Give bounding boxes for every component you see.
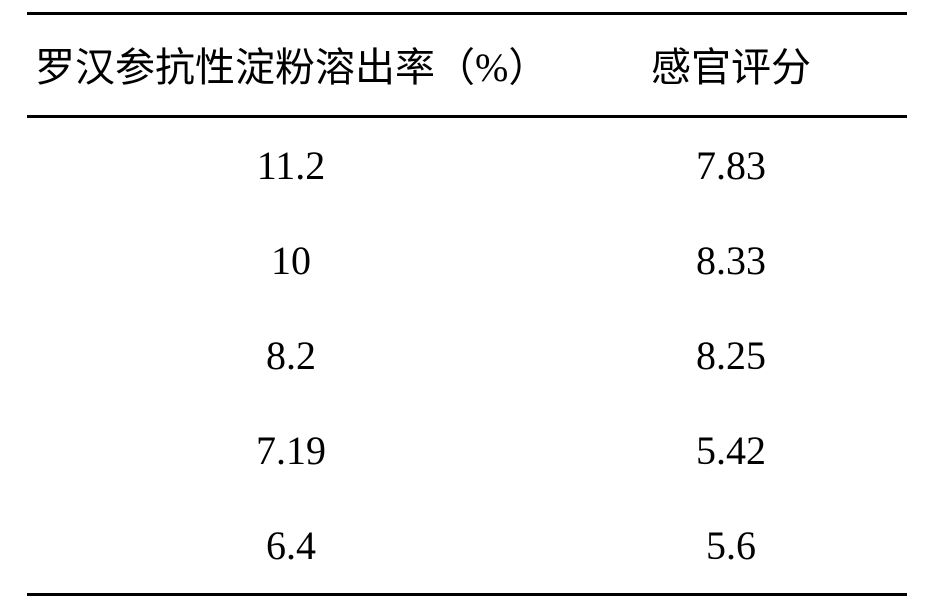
table-row: 11.2 7.83	[27, 116, 907, 213]
table-header-cell: 感官评分	[555, 13, 907, 116]
table-cell: 5.6	[555, 498, 907, 595]
table-cell: 10	[27, 213, 555, 308]
table-header-cell: 罗汉参抗性淀粉溶出率（%）	[27, 13, 555, 116]
table-row: 10 8.33	[27, 213, 907, 308]
data-table: 罗汉参抗性淀粉溶出率（%） 感官评分 11.2 7.83 10 8.33 8.2…	[27, 12, 907, 596]
table-cell: 8.2	[27, 308, 555, 403]
table-cell: 11.2	[27, 116, 555, 213]
table-cell: 7.19	[27, 403, 555, 498]
table-header-row: 罗汉参抗性淀粉溶出率（%） 感官评分	[27, 13, 907, 116]
table-row: 7.19 5.42	[27, 403, 907, 498]
data-table-container: 罗汉参抗性淀粉溶出率（%） 感官评分 11.2 7.83 10 8.33 8.2…	[27, 12, 907, 596]
table-cell: 5.42	[555, 403, 907, 498]
table-row: 8.2 8.25	[27, 308, 907, 403]
table-cell: 7.83	[555, 116, 907, 213]
table-cell: 8.25	[555, 308, 907, 403]
table-cell: 6.4	[27, 498, 555, 595]
table-row: 6.4 5.6	[27, 498, 907, 595]
table-cell: 8.33	[555, 213, 907, 308]
